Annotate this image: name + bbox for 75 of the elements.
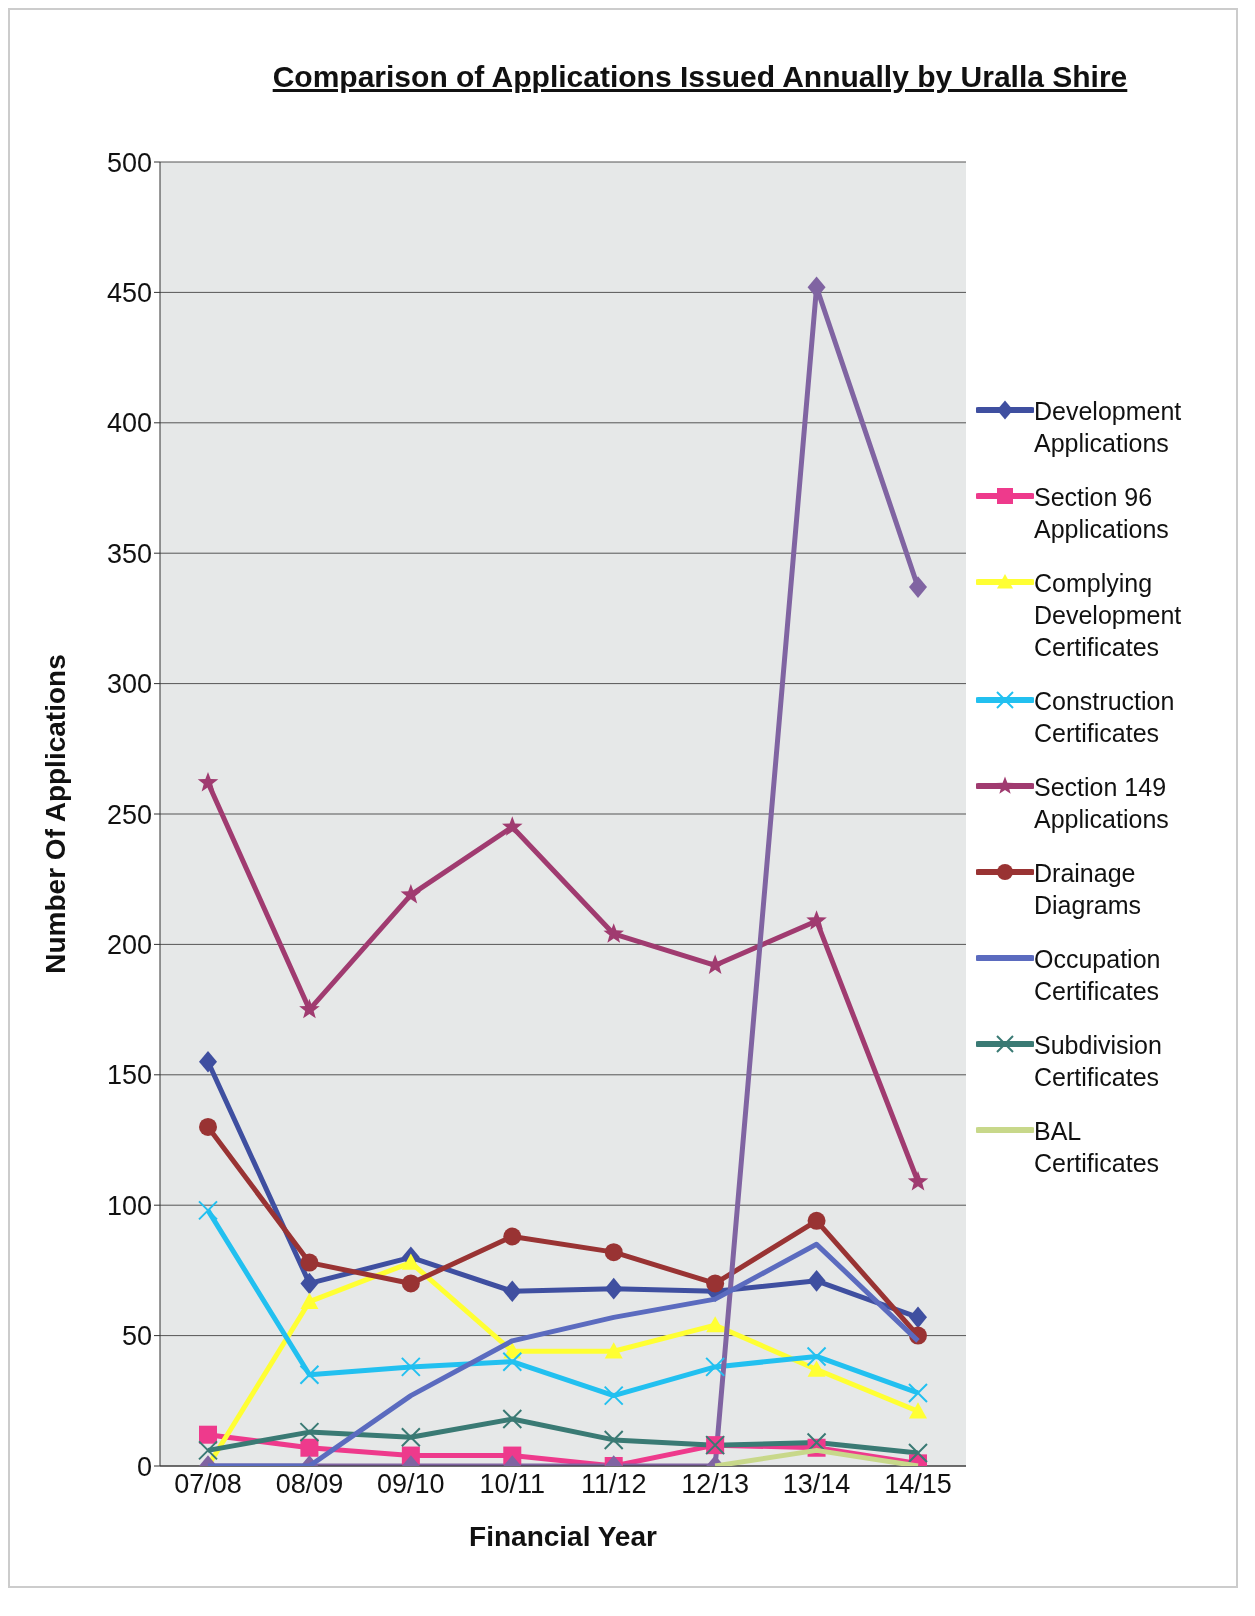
x-tick-label: 07/08	[174, 1469, 242, 1500]
legend-label: Complying Development Certificates	[1034, 568, 1183, 663]
point	[706, 1274, 725, 1293]
point	[199, 1117, 217, 1136]
point	[503, 1280, 522, 1303]
legend-label: Subdivision Certificates	[1034, 1030, 1163, 1093]
y-tick-label: 150	[106, 1060, 152, 1091]
point	[807, 1360, 826, 1377]
point	[806, 910, 827, 930]
point	[909, 1306, 927, 1329]
point	[502, 816, 523, 836]
point	[807, 276, 826, 298]
y-tick-label: 300	[106, 669, 152, 700]
legend-label: Occupation Certificates	[1034, 944, 1162, 1007]
point	[400, 884, 422, 904]
point	[300, 1292, 319, 1309]
point	[603, 1429, 624, 1450]
point	[806, 1346, 827, 1367]
point	[299, 998, 320, 1019]
point	[705, 1356, 726, 1377]
point	[908, 1382, 928, 1403]
x-tick-label: 12/13	[681, 1469, 749, 1500]
y-tick-label: 100	[106, 1190, 152, 1221]
point	[198, 1200, 218, 1221]
point	[603, 923, 624, 943]
point	[300, 1253, 319, 1272]
chart-title: Comparison of Applications Issued Annually by Uralla Shire	[271, 60, 1129, 94]
point	[401, 1274, 420, 1293]
point	[400, 1427, 421, 1448]
point	[198, 1440, 218, 1461]
x-tick-label: 09/10	[377, 1469, 445, 1500]
y-tick-label: 350	[106, 538, 152, 569]
point	[909, 576, 927, 598]
point	[604, 1342, 623, 1359]
point	[909, 1402, 927, 1419]
y-tick-label: 450	[106, 277, 152, 308]
x-axis-title: Financial Year	[469, 1521, 658, 1552]
y-tick-label: 250	[106, 799, 152, 830]
point	[300, 1272, 319, 1295]
legend-label: Construction Certificates	[1034, 686, 1176, 749]
point	[603, 1385, 624, 1406]
point	[400, 1356, 421, 1377]
legend-label: Section 149 Applications	[1034, 772, 1170, 835]
y-tick-label: 200	[106, 929, 152, 960]
x-tick-label: 14/15	[884, 1469, 952, 1500]
point	[807, 1211, 826, 1230]
point	[199, 1050, 217, 1073]
point	[299, 1422, 320, 1443]
y-tick-label: 50	[121, 1321, 152, 1352]
legend-label: Section 96 Applications	[1034, 482, 1170, 545]
point	[199, 1425, 217, 1444]
y-tick-label: 400	[106, 408, 152, 439]
x-tick-label: 11/12	[580, 1469, 647, 1500]
y-tick-label: 0	[136, 1451, 152, 1482]
point	[604, 1277, 623, 1300]
point	[503, 1227, 522, 1246]
point	[807, 1270, 826, 1292]
point	[604, 1243, 623, 1262]
point	[300, 1438, 319, 1457]
point	[502, 1351, 523, 1372]
point	[907, 1170, 929, 1191]
point	[299, 1364, 320, 1385]
y-axis-title: Number Of Applications	[39, 654, 71, 974]
point	[502, 1409, 523, 1430]
legend-label: Development Applications	[1034, 396, 1183, 459]
x-tick-label: 10/11	[479, 1469, 546, 1500]
point	[706, 1316, 725, 1333]
legend-label: Drainage Diagrams	[1034, 858, 1142, 921]
legend-label: BAL Certificates	[1034, 1116, 1161, 1179]
point	[401, 1253, 420, 1270]
x-tick-label: 08/09	[275, 1469, 344, 1500]
point	[908, 1442, 928, 1463]
y-tick-label: 500	[106, 147, 152, 178]
x-tick-label: 13/14	[782, 1469, 851, 1500]
point	[197, 771, 219, 792]
